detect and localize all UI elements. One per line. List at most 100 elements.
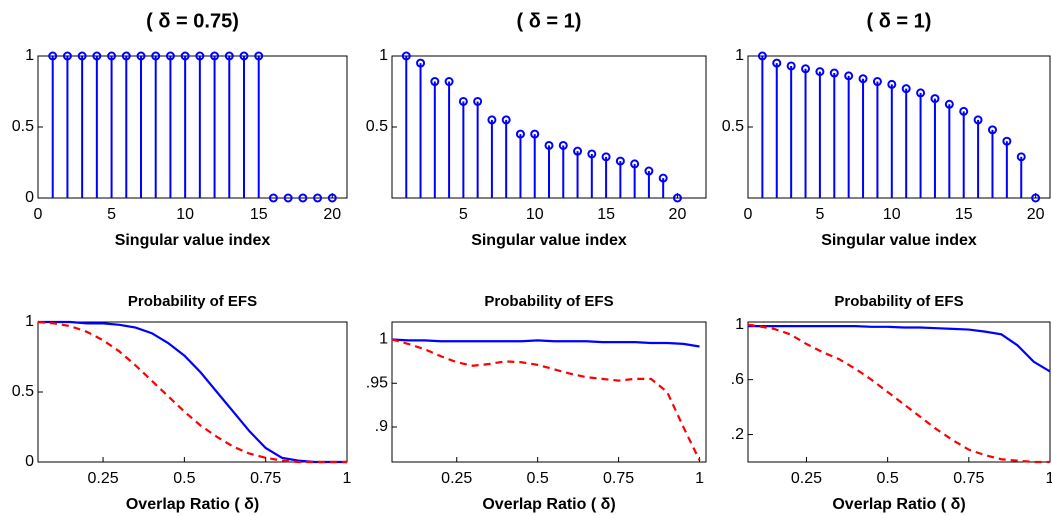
- y-tick-label: 0.5: [12, 118, 34, 135]
- x-tick-label: 20: [323, 206, 341, 223]
- chart-title: Probability of EFS: [484, 293, 613, 310]
- x-tick-label: 0.25: [791, 470, 822, 487]
- stem-marker: [501, 115, 511, 125]
- stem-marker: [987, 125, 997, 135]
- chart-title: Probability of EFS: [834, 293, 963, 310]
- axes-box: [391, 321, 707, 463]
- x-axis-label: Overlap Ratio ( δ): [126, 496, 259, 513]
- axes-box: [37, 55, 348, 199]
- stem-marker: [801, 64, 811, 74]
- stem-marker: [973, 115, 983, 125]
- y-tick-label: .9: [375, 418, 388, 435]
- stem-marker: [901, 84, 911, 94]
- stem-marker: [107, 51, 117, 61]
- stem-marker: [672, 193, 682, 203]
- y-tick-label: .6: [731, 371, 744, 388]
- y-tick-label: 0: [25, 189, 34, 206]
- x-tick-label: 10: [176, 206, 194, 223]
- stem-marker: [121, 51, 131, 61]
- stem-marker: [444, 77, 454, 87]
- stem-marker: [1002, 136, 1012, 146]
- stem-marker: [210, 51, 220, 61]
- x-tick-label: 0.25: [441, 470, 472, 487]
- stem-marker: [630, 159, 640, 169]
- stem-marker: [558, 140, 568, 150]
- stem-marker: [573, 146, 583, 156]
- line-series: [391, 338, 700, 348]
- stem-marker: [165, 51, 175, 61]
- x-tick-label: 15: [597, 206, 615, 223]
- stem-marker: [829, 68, 839, 78]
- stem-marker: [959, 106, 969, 116]
- stem-marker: [916, 88, 926, 98]
- stem-marker: [930, 94, 940, 104]
- stem-marker: [458, 96, 468, 106]
- x-tick-label: 15: [955, 206, 973, 223]
- y-tick-label: 1: [735, 316, 744, 333]
- line-series: [391, 338, 701, 461]
- stem-marker: [180, 51, 190, 61]
- stem-marker: [815, 67, 825, 77]
- x-tick-label: 0.75: [250, 470, 281, 487]
- stem-marker: [239, 51, 249, 61]
- stem-marker: [77, 51, 87, 61]
- stem-marker: [48, 51, 58, 61]
- stem-marker: [268, 193, 278, 203]
- stem-marker: [62, 51, 72, 61]
- stem-marker: [151, 51, 161, 61]
- x-tick-label: 20: [1027, 206, 1045, 223]
- stem-marker: [487, 115, 497, 125]
- x-tick-label: 15: [250, 206, 268, 223]
- y-tick-label: 0: [25, 453, 34, 470]
- stem-marker: [587, 149, 597, 159]
- y-tick-label: 0.5: [12, 383, 34, 400]
- stem-marker: [283, 193, 293, 203]
- x-tick-label: 0.75: [953, 470, 984, 487]
- stem-marker: [644, 166, 654, 176]
- stem-marker: [1016, 152, 1026, 162]
- stem-marker: [473, 96, 483, 106]
- stem-marker: [327, 193, 337, 203]
- x-tick-label: 10: [883, 206, 901, 223]
- y-tick-label: 1: [25, 47, 34, 64]
- stem-marker: [515, 129, 525, 139]
- x-tick-label: 0.5: [877, 470, 899, 487]
- line-series: [38, 320, 347, 464]
- x-tick-label: 20: [669, 206, 687, 223]
- y-tick-label: 1: [25, 313, 34, 330]
- x-axis-label: Overlap Ratio ( δ): [832, 496, 965, 513]
- line-series: [37, 320, 347, 464]
- y-tick-label: 0.5: [366, 118, 388, 135]
- stem-marker: [92, 51, 102, 61]
- x-tick-label: 0: [34, 206, 43, 223]
- stem-marker: [844, 71, 854, 81]
- stem-marker: [772, 58, 782, 68]
- x-tick-label: 0.5: [173, 470, 195, 487]
- stem-marker: [786, 61, 796, 71]
- stem-marker: [658, 173, 668, 183]
- x-axis-label: Singular value index: [471, 232, 627, 249]
- stem-marker: [872, 77, 882, 87]
- stem-marker: [136, 51, 146, 61]
- axes-box: [747, 55, 1051, 199]
- x-axis-label: Overlap Ratio ( δ): [482, 496, 615, 513]
- stem-marker: [887, 79, 897, 89]
- x-tick-label: 1: [1046, 470, 1052, 487]
- stem-marker: [401, 51, 411, 61]
- y-tick-label: 1: [379, 331, 388, 348]
- x-tick-label: 1: [343, 470, 352, 487]
- stem-marker: [601, 152, 611, 162]
- axes-box: [747, 321, 1051, 463]
- x-tick-label: 10: [526, 206, 544, 223]
- y-tick-label: 0.5: [722, 118, 744, 135]
- line-series: [748, 325, 1051, 373]
- y-tick-label: 1: [735, 47, 744, 64]
- x-axis-label: Singular value index: [821, 232, 977, 249]
- stem-marker: [430, 77, 440, 87]
- stem-marker: [858, 74, 868, 84]
- chart-title: ( δ = 1): [517, 10, 582, 32]
- x-tick-label: 0.25: [87, 470, 118, 487]
- stem-marker: [195, 51, 205, 61]
- stem-marker: [1031, 193, 1041, 203]
